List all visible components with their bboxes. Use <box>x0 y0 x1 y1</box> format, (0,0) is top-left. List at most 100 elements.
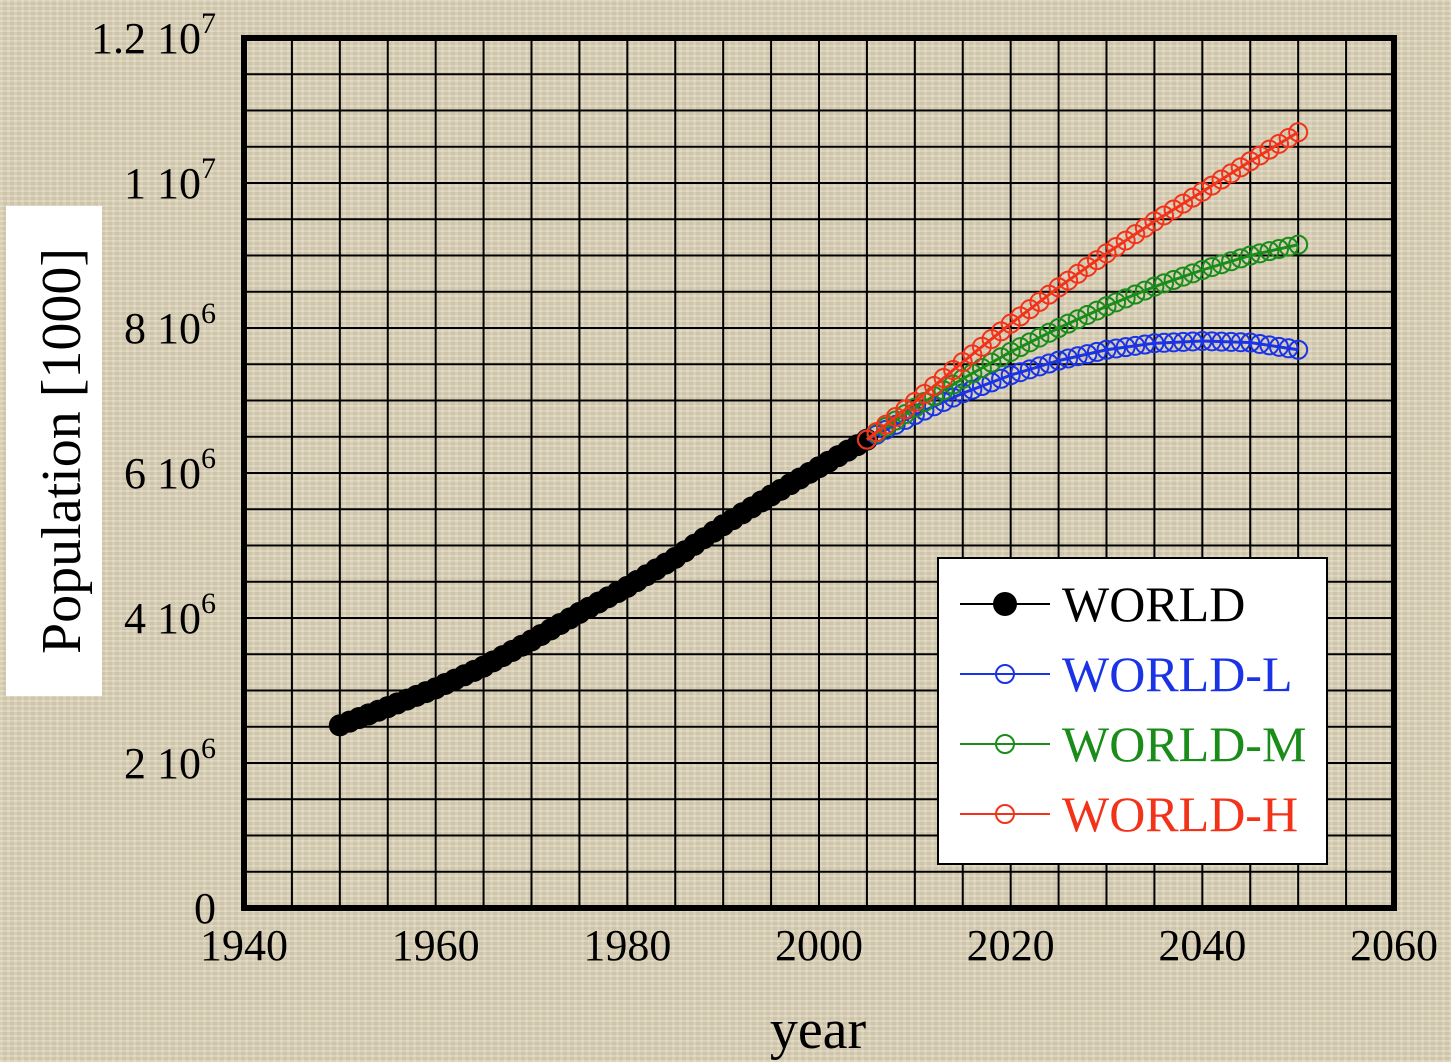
legend-item-world: WORLD <box>960 576 1245 632</box>
data-point <box>1048 350 1069 371</box>
x-tick-label: 2020 <box>967 921 1055 970</box>
data-point <box>1173 331 1194 352</box>
x-tick-label: 1960 <box>392 921 480 970</box>
data-point <box>1259 139 1280 160</box>
legend-label: WORLD-H <box>1062 786 1298 842</box>
data-point <box>1201 257 1222 278</box>
data-point <box>971 358 992 379</box>
data-point <box>1230 157 1251 178</box>
x-axis-label: year <box>770 999 867 1061</box>
data-point <box>981 352 1002 373</box>
x-tick-label: 1980 <box>583 921 671 970</box>
data-point <box>1077 344 1098 365</box>
data-point <box>1221 251 1242 272</box>
data-point <box>1240 332 1261 353</box>
series-layer <box>328 122 1309 737</box>
data-point <box>1201 175 1222 196</box>
data-point <box>991 347 1012 368</box>
data-point <box>1249 145 1270 166</box>
data-point <box>1086 341 1107 362</box>
data-point <box>1000 341 1021 362</box>
data-point <box>1278 338 1299 359</box>
data-point <box>1173 266 1194 287</box>
y-tick-exponent: 6 <box>201 587 216 620</box>
data-point <box>1144 211 1165 232</box>
y-tick-label: 2 106 <box>124 732 216 788</box>
data-point <box>1067 309 1088 330</box>
y-axis-label-group: Population [1000] <box>6 206 102 696</box>
legend-item-world-l: WORLD-L <box>960 646 1293 702</box>
legend-label: WORLD-L <box>1062 646 1293 702</box>
data-point <box>1039 322 1059 343</box>
data-point <box>1000 365 1021 386</box>
data-point <box>981 372 1002 393</box>
legend-item-world-m: WORLD-M <box>960 716 1306 772</box>
data-point <box>1259 335 1280 356</box>
data-point <box>1019 359 1040 380</box>
data-point <box>1058 348 1079 369</box>
data-point <box>1269 133 1289 154</box>
data-point <box>1029 327 1050 348</box>
data-point <box>1067 346 1088 367</box>
data-point <box>1278 236 1299 257</box>
data-point <box>1029 356 1050 377</box>
legend-marker <box>995 734 1015 754</box>
data-point <box>1048 318 1069 338</box>
y-tick-label: 1.2 107 <box>91 7 216 63</box>
data-point <box>1192 260 1213 280</box>
data-point <box>1221 163 1242 184</box>
y-tick-label: 0 <box>194 884 216 933</box>
y-tick-exponent: 6 <box>201 732 216 765</box>
data-point <box>1182 263 1203 284</box>
data-point <box>1163 270 1184 291</box>
series-world-h <box>856 122 1309 450</box>
data-point <box>1288 339 1309 360</box>
data-point <box>1249 243 1270 264</box>
data-point <box>1249 333 1270 354</box>
grid <box>244 38 1394 908</box>
data-point <box>1077 304 1098 325</box>
y-tick-exponent: 6 <box>201 442 216 475</box>
data-point <box>1125 284 1146 305</box>
data-point <box>1182 187 1203 208</box>
legend-marker <box>995 664 1015 684</box>
data-point <box>1115 288 1136 309</box>
data-point <box>1192 181 1213 202</box>
y-tick-label: 6 106 <box>124 442 216 498</box>
data-point <box>1173 193 1194 214</box>
legend-marker <box>993 592 1017 616</box>
data-point <box>1106 292 1127 313</box>
legend-item-world-h: WORLD-H <box>960 786 1298 842</box>
data-point <box>991 368 1012 389</box>
data-point <box>1144 333 1165 354</box>
data-point <box>1240 151 1261 172</box>
data-point <box>1211 331 1232 352</box>
x-tick-label: 2060 <box>1350 921 1438 970</box>
data-point <box>1288 122 1309 143</box>
y-tick-label: 1 107 <box>124 152 216 208</box>
y-tick-exponent: 6 <box>201 297 216 330</box>
x-axis-ticks: 1940 1960 1980 2000 2020 2040 2060 <box>200 921 1438 970</box>
data-point <box>1125 335 1146 356</box>
data-point <box>1154 205 1174 226</box>
y-axis-label: Population [1000] <box>31 248 93 654</box>
y-tick-exponent: 7 <box>201 152 216 185</box>
data-point <box>1058 313 1079 334</box>
data-point <box>1269 336 1289 357</box>
y-tick-exponent: 7 <box>201 7 216 40</box>
data-point <box>1211 254 1232 275</box>
y-axis-label-background <box>6 206 102 696</box>
data-point <box>1182 331 1203 352</box>
data-point <box>1039 353 1059 374</box>
data-point <box>933 391 954 412</box>
series-line <box>865 130 1299 441</box>
data-point <box>1288 234 1309 255</box>
data-point <box>1010 362 1031 383</box>
data-point <box>1144 276 1165 297</box>
data-point <box>1154 332 1174 353</box>
data-point <box>1192 331 1213 352</box>
data-point <box>1086 300 1107 321</box>
legend-label: WORLD-M <box>1062 716 1306 772</box>
data-point <box>1269 238 1289 259</box>
